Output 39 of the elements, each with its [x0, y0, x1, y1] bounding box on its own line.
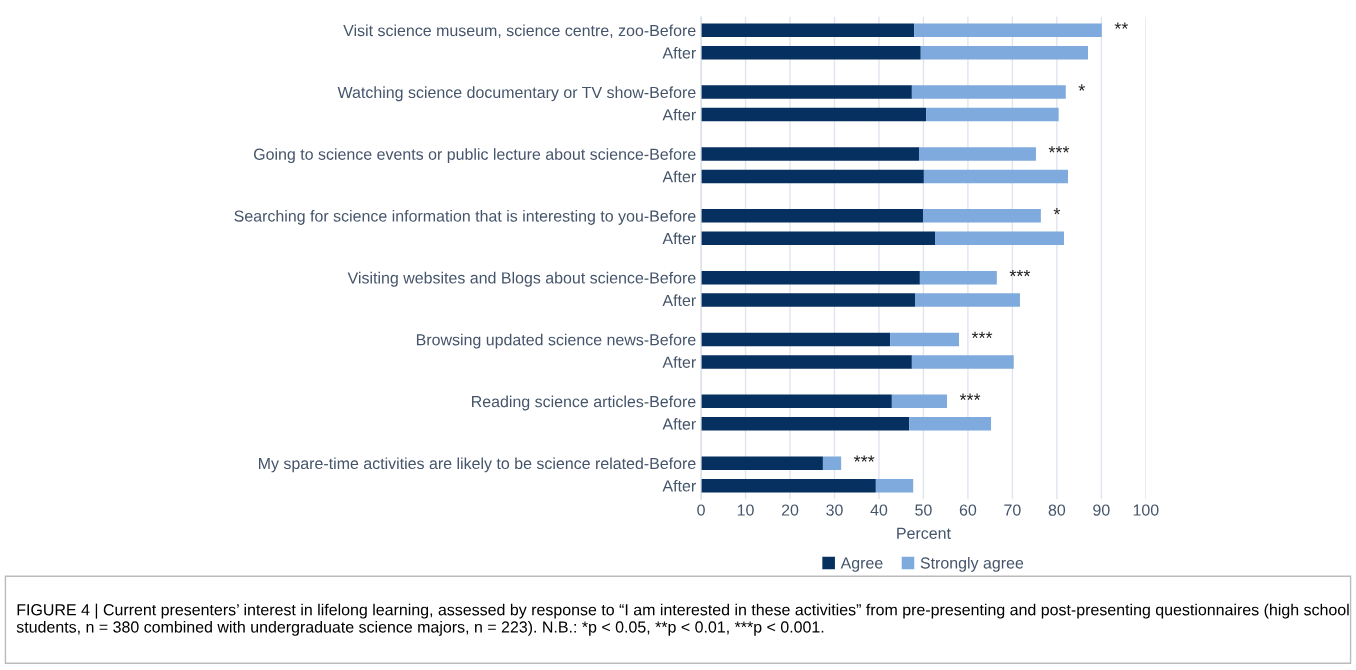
annotation: ***: [1009, 269, 1031, 277]
x-axis-title: Percent: [897, 527, 951, 539]
legend-label: Strongly agree: [920, 556, 1024, 572]
x-tick-label: 10: [737, 504, 754, 516]
x-tick-label: 80: [1048, 504, 1066, 516]
annotation: *: [1053, 208, 1061, 215]
y-tick-label: My spare-time activities are likely to be science related-Before: [259, 457, 696, 473]
x-tick-label: 0: [697, 504, 705, 516]
annotation: ***: [1048, 146, 1070, 153]
y-tick-label: Watching science documentary or TV show-Before: [337, 86, 696, 102]
annotation: **: [1114, 22, 1129, 29]
x-tick-label: 30: [826, 504, 843, 516]
x-tick-label: 70: [1004, 504, 1021, 516]
x-tick-label: 60: [959, 504, 977, 516]
y-tick-label: After: [662, 232, 696, 245]
y-tick-label: After: [662, 294, 696, 307]
annotation: ***: [971, 331, 993, 339]
y-tick-label: Visit science museum, science centre, zoo-Before: [343, 24, 696, 39]
y-tick-label: Reading science articles-Before: [472, 395, 696, 411]
caption: FIGURE 4 | Current presenters’ interest in lifelong learning, assessed by response to “I am interested in these activities” from pre-presenting and post-presenting questionnaires (high school students, n = 380 combined with undergraduate science majors, n = 223). N.B.: *p < 0.05, **p < 0.01, ***p < 0.001.: [16, 603, 1349, 636]
y-tick-label: After: [662, 170, 696, 183]
annotation: ***: [959, 393, 981, 400]
y-tick-label: After: [662, 418, 696, 430]
y-tick-label: Searching for science information that is interesting to you-Before: [234, 209, 696, 225]
legend-label: Agree: [840, 557, 883, 572]
x-tick-label: 50: [915, 504, 932, 516]
x-tick-label: 90: [1093, 504, 1110, 516]
y-tick-label: After: [662, 479, 696, 492]
y-tick-label: After: [662, 46, 696, 59]
x-tick-label: 100: [1133, 504, 1159, 516]
y-tick-label: After: [662, 356, 696, 368]
y-tick-label: After: [662, 108, 696, 121]
annotation: *: [1078, 84, 1086, 91]
y-tick-label: Going to science events or public lecture about science-Before: [253, 148, 696, 164]
y-tick-label: Visiting websites and Blogs about science-Before: [347, 271, 696, 287]
x-tick-label: 20: [781, 504, 799, 516]
x-tick-label: 40: [870, 504, 888, 516]
y-tick-label: Browsing updated science news-Before: [416, 333, 696, 349]
annotation: ***: [853, 455, 875, 462]
